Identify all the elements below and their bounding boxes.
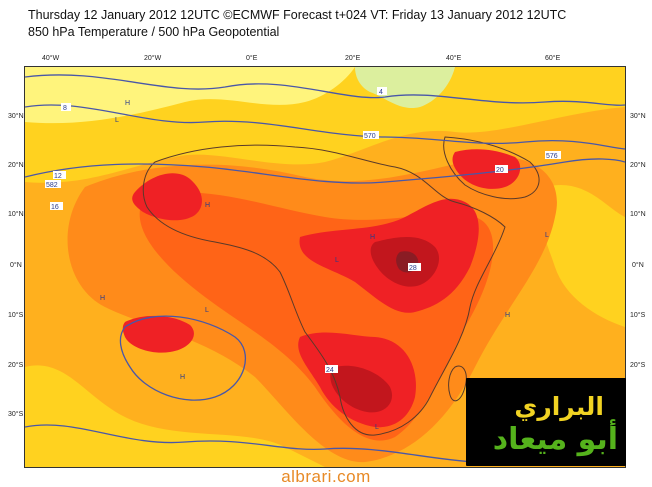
temperature-map: H L H H L H L H L H L H 4 8 12 16 20 (24, 66, 626, 468)
field-red-atlantic (122, 315, 194, 353)
pressure-l-2: L (335, 257, 339, 264)
forecast-title: Thursday 12 January 2012 12UTC ©ECMWF Fo… (28, 8, 567, 22)
forecast-subtitle: 850 hPa Temperature / 500 hPa Geopotenti… (28, 25, 280, 39)
geopotential-contour-5 (119, 315, 246, 401)
lat-label-0n-right: 0°N (632, 262, 644, 269)
lat-label-30n-left: 30°N (8, 113, 24, 120)
pressure-l-4: L (375, 424, 379, 431)
geopotential-contour-3 (25, 158, 625, 184)
svg-text:20: 20 (496, 167, 504, 174)
svg-text:4: 4 (379, 89, 383, 96)
geopotential-label-582: 582 (45, 180, 61, 189)
albrari-watermark: البراري أبو ميعاد (466, 378, 626, 466)
temperature-map-svg: H L H H L H L H L H L H 4 8 12 16 20 (25, 67, 625, 467)
pressure-h-5: H (180, 374, 185, 381)
pressure-h-2: H (205, 202, 210, 209)
svg-text:576: 576 (546, 153, 558, 160)
lat-label-30s-left: 30°S (8, 411, 24, 418)
pressure-h-6: H (505, 312, 510, 319)
field-yellow-east (538, 184, 625, 327)
lat-label-20n-right: 20°N (630, 162, 646, 169)
coastline-arabia (443, 136, 540, 200)
geopotential-label-576: 576 (545, 151, 561, 160)
lon-label-20e-top: 20°E (345, 55, 361, 62)
lon-label-40w-top: 40°W (42, 55, 60, 62)
lat-label-10n-left: 10°N (8, 211, 24, 218)
pressure-h-3: H (370, 234, 375, 241)
lon-label-0e-top: 0°E (246, 55, 258, 62)
temperature-label-28: 28 (408, 263, 421, 272)
svg-text:24: 24 (326, 367, 334, 374)
lat-label-10n-right: 10°N (630, 211, 646, 218)
temperature-label-16: 16 (50, 202, 63, 211)
lat-label-20n-left: 20°N (8, 162, 24, 169)
field-yellow-south-atlantic (25, 365, 325, 467)
geopotential-contour-1 (25, 74, 625, 106)
field-pale-green-north (355, 67, 455, 109)
field-red-sahel (132, 173, 202, 221)
temperature-label-12: 12 (53, 171, 66, 180)
pressure-l-3: L (205, 307, 209, 314)
pressure-l-5: L (545, 232, 549, 239)
coastline-madagascar (448, 365, 467, 402)
lat-label-30n-right: 30°N (630, 113, 646, 120)
watermark-line1: البراري (514, 392, 604, 421)
lon-label-40e-top: 40°E (446, 55, 462, 62)
site-url[interactable]: albrari.com (281, 467, 371, 486)
temperature-label-20: 20 (495, 165, 508, 174)
geopotential-label-570: 570 (363, 131, 379, 140)
svg-text:28: 28 (409, 265, 417, 272)
lat-label-10s-left: 10°S (8, 312, 24, 319)
pressure-h-4: H (100, 295, 105, 302)
pressure-l-1: L (115, 117, 119, 124)
coastline-africa (142, 144, 506, 436)
lon-label-20w-top: 20°W (144, 55, 162, 62)
pressure-h-1: H (125, 100, 130, 107)
field-red-arabia (452, 149, 521, 189)
svg-text:582: 582 (46, 182, 58, 189)
temperature-label-8: 8 (61, 103, 71, 112)
lat-label-0n-left: 0°N (10, 262, 22, 269)
svg-text:16: 16 (51, 204, 59, 211)
lat-label-10s-right: 10°S (630, 312, 646, 319)
field-deep-red-south (330, 365, 393, 413)
watermark-line2: أبو ميعاد (492, 422, 618, 457)
field-pale-yellow-north (25, 67, 355, 124)
temperature-label-24: 24 (325, 365, 338, 374)
svg-text:8: 8 (63, 105, 67, 112)
lat-label-20s-left: 20°S (8, 362, 24, 369)
lon-label-60e-top: 60°E (545, 55, 561, 62)
lat-label-20s-right: 20°S (630, 362, 646, 369)
svg-text:12: 12 (54, 173, 62, 180)
temperature-label-4: 4 (377, 87, 387, 96)
svg-text:570: 570 (364, 133, 376, 140)
